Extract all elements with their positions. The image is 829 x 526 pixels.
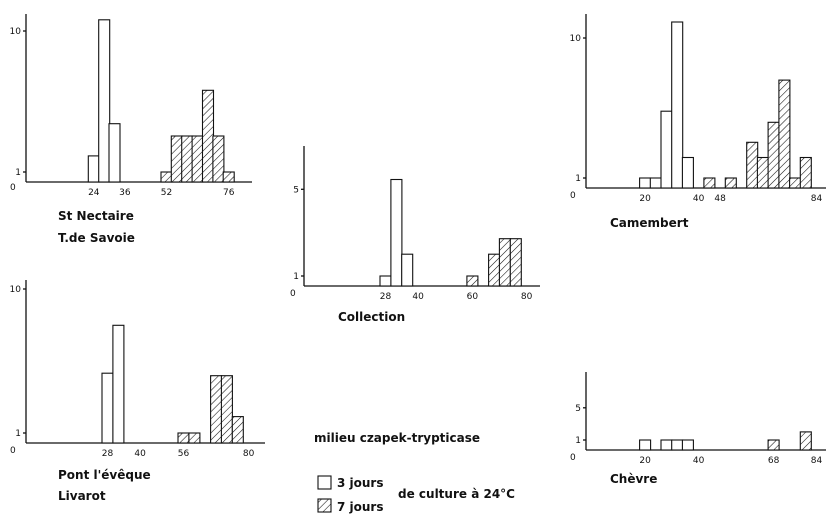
bar-7-jours-68 [767, 439, 780, 451]
x-tick-label-40: 40 [693, 456, 705, 466]
bar-7-jours-76 [231, 416, 244, 444]
bar-3-jours-36 [401, 253, 414, 287]
bar-7-jours-80 [799, 156, 812, 189]
bar-7-jours-72 [778, 79, 791, 189]
x-tick-label-56: 56 [178, 449, 190, 459]
bar-7-jours-52 [724, 177, 737, 189]
y-tick-label-1: 1 [575, 174, 581, 184]
bar-7-jours-68 [488, 253, 501, 287]
legend: milieu czapek-trypticase 3 jours 7 jours… [314, 431, 515, 514]
bar-3-jours-32 [108, 123, 121, 183]
x-tick-label-24: 24 [88, 188, 100, 198]
bar-7-jours-60 [746, 141, 759, 189]
x-tick-label-20: 20 [639, 456, 651, 466]
y-tick-label-5: 5 [293, 185, 299, 195]
panel-collection: 0 28 40 60 80 1 5 Collection [290, 146, 540, 324]
x-tick-label-28: 28 [102, 449, 114, 459]
y-tick-label-1: 1 [15, 168, 21, 178]
x-tick-label-76: 76 [223, 188, 235, 198]
x-tick-label-84: 84 [811, 456, 823, 466]
panel-label-t-de-savoie: T.de Savoie [58, 231, 135, 245]
y-tick-label-10: 10 [570, 34, 582, 44]
bar-7-jours-56 [170, 135, 183, 183]
panel-label-livarot: Livarot [58, 489, 106, 503]
y-tick-label-1: 1 [293, 272, 299, 282]
legend-label-3-jours: 3 jours [337, 476, 384, 490]
x-tick-label-40: 40 [412, 292, 424, 302]
bar-7-jours-64 [191, 135, 204, 183]
panel-label-chevre: Chèvre [610, 472, 657, 486]
panel-camembert: 0 20 40 48 84 1 10 Camembert [570, 14, 826, 230]
bar-7-jours-68 [201, 89, 215, 183]
bar-3-jours-32 [112, 324, 125, 444]
legend-culture-label: de culture à 24°C [398, 487, 515, 501]
origin-label: 0 [290, 289, 296, 299]
panel-label-collection: Collection [338, 310, 405, 324]
panel-label-st-nectaire: St Nectaire [58, 209, 134, 223]
x-tick-label-52: 52 [161, 188, 172, 198]
x-tick-label-20: 20 [639, 194, 651, 204]
bar-3-jours-28 [379, 275, 392, 287]
y-tick-label-10: 10 [10, 285, 22, 295]
bar-7-jours-56 [177, 432, 190, 444]
x-tick-label-60: 60 [467, 292, 479, 302]
origin-label: 0 [570, 191, 576, 201]
bar-3-jours-32 [671, 21, 684, 189]
legend-label-7-jours: 7 jours [337, 500, 384, 514]
bar-7-jours-80 [799, 431, 812, 451]
bar-7-jours-76 [222, 171, 235, 183]
x-tick-label-28: 28 [380, 292, 392, 302]
origin-label: 0 [10, 446, 16, 456]
bar-7-jours-72 [498, 238, 511, 287]
bar-3-jours-36 [681, 439, 694, 451]
y-tick-label-1: 1 [575, 436, 581, 446]
bar-7-jours-72 [212, 135, 225, 183]
panel-chevre: 0 20 40 68 84 1 5 Chèvre [570, 372, 826, 486]
origin-label: 0 [570, 453, 576, 463]
bar-3-jours-28 [98, 19, 111, 183]
x-tick-label-80: 80 [243, 449, 255, 459]
bar-7-jours-68 [767, 121, 780, 189]
bar-7-jours-44 [703, 177, 716, 189]
bar-3-jours-28 [101, 372, 114, 444]
y-tick-label-1: 1 [15, 429, 21, 439]
legend-swatch-7-jours [317, 498, 332, 513]
x-tick-label-68: 68 [768, 456, 780, 466]
bar-7-jours-72 [220, 375, 233, 444]
bar-3-jours-24 [649, 177, 662, 189]
panel-pont-leveque: 0 28 40 56 80 1 10 Pont l'évêque Livarot [10, 280, 265, 503]
bar-7-jours-68 [210, 375, 223, 444]
bar-7-jours-60 [188, 432, 201, 444]
bar-3-jours-20 [639, 177, 652, 189]
panel-label-pont-leveque: Pont l'évêque [58, 468, 151, 482]
x-tick-label-40: 40 [693, 194, 705, 204]
x-tick-label-36: 36 [119, 188, 131, 198]
bar-3-jours-28 [660, 439, 673, 451]
x-tick-label-48: 48 [714, 194, 726, 204]
bar-7-jours-76 [789, 177, 802, 189]
bar-7-jours-76 [509, 238, 522, 287]
bar-3-jours-32 [671, 439, 684, 451]
bar-3-jours-28 [660, 110, 673, 189]
x-tick-label-84: 84 [811, 194, 823, 204]
legend-swatch-3-jours [317, 475, 332, 490]
bar-3-jours-20 [639, 439, 652, 451]
bar-7-jours-60 [466, 275, 479, 287]
bar-3-jours-32 [390, 178, 403, 287]
panel-label-camembert: Camembert [610, 216, 689, 230]
panel-st-nectaire: 0 24 36 52 76 1 10 St Nectaire T.de Savoie [10, 14, 252, 245]
bar-3-jours-24 [87, 155, 100, 183]
y-tick-label-5: 5 [575, 404, 581, 414]
bar-7-jours-60 [181, 135, 194, 183]
origin-label: 0 [10, 183, 16, 193]
x-tick-label-80: 80 [521, 292, 533, 302]
bar-3-jours-36 [681, 156, 694, 189]
bar-7-jours-64 [756, 156, 769, 189]
y-tick-label-10: 10 [10, 27, 22, 37]
bar-7-jours-52 [160, 171, 173, 183]
legend-medium: milieu czapek-trypticase [314, 431, 480, 445]
x-tick-label-40: 40 [134, 449, 146, 459]
